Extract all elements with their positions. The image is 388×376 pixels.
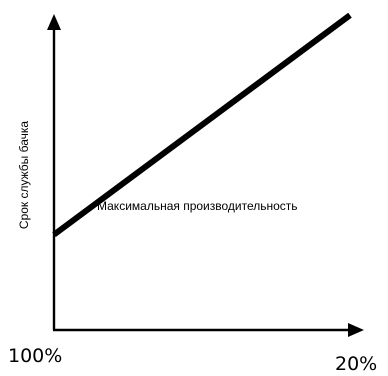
y-axis-arrow [47, 14, 61, 30]
x-axis-arrow [348, 323, 364, 337]
series-line [52, 12, 352, 238]
x-tick-label-end: 20% [335, 353, 377, 375]
y-axis-label: Срок службы бачка [17, 121, 31, 230]
x-tick-label-start: 100% [8, 345, 62, 367]
annotation-label: Максимальная производительность [97, 199, 298, 213]
